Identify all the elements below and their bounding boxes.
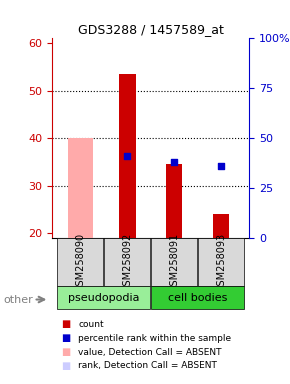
Text: cell bodies: cell bodies	[168, 293, 227, 303]
Bar	[213, 214, 229, 238]
Text: value, Detection Call = ABSENT: value, Detection Call = ABSENT	[78, 348, 222, 357]
FancyBboxPatch shape	[57, 238, 103, 286]
Text: rank, Detection Call = ABSENT: rank, Detection Call = ABSENT	[78, 361, 217, 371]
FancyBboxPatch shape	[57, 286, 150, 309]
FancyBboxPatch shape	[104, 238, 150, 286]
Text: other: other	[3, 295, 33, 305]
Text: count: count	[78, 320, 104, 329]
Text: ■: ■	[61, 361, 70, 371]
Text: ■: ■	[61, 333, 70, 343]
Text: GSM258093: GSM258093	[216, 233, 226, 291]
Bar	[68, 138, 93, 238]
Text: GSM258090: GSM258090	[75, 233, 85, 291]
Text: ■: ■	[61, 347, 70, 357]
FancyBboxPatch shape	[198, 238, 244, 286]
Text: percentile rank within the sample: percentile rank within the sample	[78, 334, 231, 343]
Point	[219, 163, 224, 169]
Bar	[119, 74, 135, 238]
Text: GSM258092: GSM258092	[122, 232, 132, 292]
Text: GSM258091: GSM258091	[169, 233, 179, 291]
Point	[125, 153, 130, 159]
Bar	[166, 164, 182, 238]
FancyBboxPatch shape	[151, 286, 244, 309]
Text: pseudopodia: pseudopodia	[68, 293, 139, 303]
FancyBboxPatch shape	[151, 238, 197, 286]
Point	[172, 159, 177, 165]
Text: ■: ■	[61, 319, 70, 329]
Title: GDS3288 / 1457589_at: GDS3288 / 1457589_at	[78, 23, 224, 36]
